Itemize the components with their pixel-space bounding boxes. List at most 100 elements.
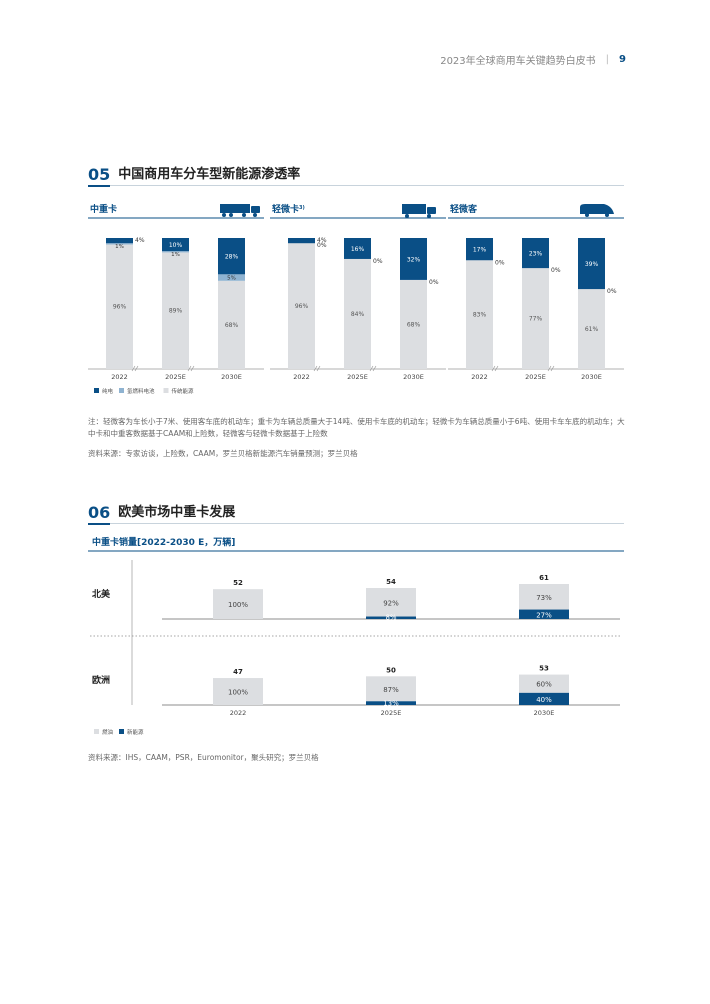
category-label: 2030E: [581, 373, 602, 381]
bar-fcev: [162, 251, 189, 253]
truck-wheel: [229, 213, 233, 217]
category-label: 2030E: [403, 373, 424, 381]
axis-break-mark: [491, 365, 496, 372]
bar-label-ice: 83%: [473, 312, 487, 319]
axis-break-mark: [372, 365, 377, 372]
bar-label-ice: 68%: [225, 322, 239, 329]
bar-total-label: 53: [539, 665, 549, 673]
category-label: 2030E: [534, 709, 555, 717]
legend-swatch: [119, 729, 124, 734]
section-05-note: 注：轻微客为车长小于7米、使用客车底的机动车；重卡为车辆总质量大于14吨、使用卡…: [88, 417, 625, 438]
bar-ice: [519, 674, 569, 693]
bar-bev: [162, 238, 189, 252]
bar-label-fcev: 0%: [429, 279, 439, 286]
bar-label-ice: 92%: [383, 599, 399, 607]
bar-bev: [218, 238, 245, 275]
bar-label-fcev: 0%: [551, 267, 561, 274]
bar-ice: [366, 588, 416, 617]
truck-wheel: [253, 213, 257, 217]
axis-break-mark: [190, 365, 195, 372]
bar-bev: [400, 238, 427, 280]
bar-label-fcev: 1%: [115, 244, 124, 250]
category-label: 2030E: [221, 373, 242, 381]
bar-ice: [400, 279, 427, 369]
bar-label-ice: 77%: [529, 316, 543, 323]
bar-bev: [106, 238, 133, 244]
panel-title-superscript: 3): [299, 205, 305, 211]
bar-label-bev: 4%: [135, 237, 145, 244]
section-06-source: 资料来源：IHS，CAAM，PSR，Euromonitor，聚头研究；罗兰贝格: [88, 753, 319, 762]
section-06-number: 06: [88, 503, 111, 525]
bar-fcev: [218, 274, 245, 281]
truck-wheel: [222, 213, 226, 217]
bar-label-ice: 73%: [536, 594, 552, 602]
bar-label-ice: 96%: [113, 304, 127, 311]
bar-bev: [466, 238, 493, 261]
minibus-wheel: [605, 213, 609, 217]
bar-total-label: 50: [386, 666, 396, 674]
bar-bev: [344, 238, 371, 259]
legend-label: 纯电: [102, 387, 114, 395]
bar-ice: [522, 268, 549, 369]
report-title: 2023年全球商用车关键趋势白皮书: [440, 56, 596, 67]
legend-swatch: [163, 388, 169, 393]
truck-cab: [251, 206, 260, 213]
bar-label-bev: 39%: [585, 261, 599, 268]
panel-title: 轻微客: [450, 203, 478, 215]
bar-label-bev: 23%: [529, 251, 543, 258]
bar-bev: [578, 238, 605, 290]
section-05-heading: 05 中国商用车分车型新能源渗透率: [88, 160, 624, 187]
category-label: 2025E: [381, 709, 402, 717]
axis-break-mark: [369, 365, 374, 372]
bar-nev: [366, 701, 416, 705]
bar-nev: [366, 616, 416, 619]
bar-label-nev: 40%: [536, 696, 552, 704]
region-label: 北美: [92, 588, 111, 600]
legend-swatch: [94, 388, 99, 393]
bar-label-ice: 96%: [295, 303, 309, 310]
section-05-source: 资料来源：专家访谈，上险数，CAAM，罗兰贝格新能源汽车销量预测；罗兰贝格: [88, 449, 358, 458]
axis-break-mark: [131, 365, 136, 372]
panel-1: 轻微卡3)4%0%96%202216%0%84%2025E32%0%68%203…: [270, 203, 446, 381]
bar-label-ice: 60%: [536, 681, 552, 689]
bar-label-fcev: 5%: [227, 275, 236, 281]
legend-swatch: [119, 388, 124, 393]
bar-total-label: 47: [233, 668, 243, 676]
minibus-wheel: [585, 213, 589, 217]
category-label: 2022: [230, 709, 247, 717]
bar-fcev: [106, 243, 133, 245]
section-05-number: 05: [88, 165, 111, 187]
region-1: 欧洲 47 100% 50 87% 13% 53 60% 40%: [92, 665, 620, 708]
axis-break-mark: [550, 365, 555, 372]
chart1-legend: 纯电 氢燃料电池 传统能源: [94, 387, 194, 395]
axis-break-mark: [187, 365, 192, 372]
bar-total-label: 52: [233, 579, 243, 587]
bar-label-bev: 10%: [169, 242, 183, 249]
legend-label: 燃油: [102, 728, 114, 736]
bar-label-bev: 17%: [473, 247, 487, 254]
van-cab: [427, 207, 436, 214]
bar-bev: [288, 238, 315, 244]
bar-ice: [578, 289, 605, 369]
category-label: 2025E: [347, 373, 368, 381]
panel-0: 中重卡 4% 1% 96% 2022 10% 1% 89% 2025E 28% 5% 68% 2030E: [88, 203, 264, 381]
bar-label-ice: 61%: [585, 326, 599, 333]
bar-ice: [519, 584, 569, 610]
bar-label-ice: 100%: [228, 689, 248, 697]
header-separator: |: [605, 54, 610, 65]
axis-break-mark: [134, 365, 139, 372]
bar-ice: [466, 260, 493, 369]
section-06-heading: 06 欧美市场中重卡发展: [88, 498, 624, 525]
section-05-title: 中国商用车分车型新能源渗透率: [118, 167, 301, 182]
bar-label-ice: 87%: [383, 686, 399, 694]
bar-label-nev: 27%: [536, 611, 552, 619]
bar-ice: [366, 676, 416, 702]
page-header: 2023年全球商用车关键趋势白皮书 | 9: [440, 52, 626, 67]
category-label: 2025E: [525, 373, 546, 381]
bar-label-ice: 84%: [351, 311, 365, 318]
axis-break-mark: [316, 365, 321, 372]
bar-label-bev: 28%: [225, 254, 239, 261]
bar-label-fcev: 0%: [373, 258, 383, 265]
legend-label: 新能源: [127, 728, 144, 736]
panel-title: 中重卡: [90, 203, 117, 215]
